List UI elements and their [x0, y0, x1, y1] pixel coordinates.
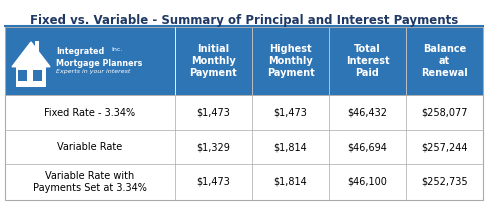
Text: $1,473: $1,473 — [197, 177, 230, 187]
Text: Balance
at
Renewal: Balance at Renewal — [421, 44, 468, 78]
Text: Initial
Monthly
Payment: Initial Monthly Payment — [190, 44, 237, 78]
Bar — [329, 27, 406, 95]
Bar — [35, 41, 40, 58]
Bar — [5, 27, 483, 200]
Text: $1,329: $1,329 — [197, 142, 230, 152]
Text: Fixed Rate - 3.34%: Fixed Rate - 3.34% — [44, 107, 136, 118]
Bar — [175, 27, 252, 95]
Text: $1,814: $1,814 — [274, 142, 307, 152]
Text: Total
Interest
Paid: Total Interest Paid — [346, 44, 389, 78]
Text: Integrated
Mortgage Planners: Integrated Mortgage Planners — [56, 47, 142, 68]
Text: $1,473: $1,473 — [197, 107, 230, 118]
Text: $258,077: $258,077 — [421, 107, 468, 118]
Bar — [252, 27, 329, 95]
Text: $1,814: $1,814 — [274, 177, 307, 187]
Text: $252,735: $252,735 — [421, 177, 468, 187]
Text: $46,432: $46,432 — [347, 107, 387, 118]
Bar — [18, 70, 27, 81]
Bar — [16, 67, 46, 87]
Polygon shape — [12, 42, 50, 67]
Text: $46,100: $46,100 — [347, 177, 387, 187]
Text: Fixed vs. Variable - Summary of Principal and Interest Payments: Fixed vs. Variable - Summary of Principa… — [30, 14, 458, 27]
Text: $46,694: $46,694 — [347, 142, 387, 152]
Text: Variable Rate: Variable Rate — [58, 142, 122, 152]
Text: Inc.: Inc. — [111, 47, 122, 52]
Bar — [406, 27, 483, 95]
Text: $257,244: $257,244 — [421, 142, 468, 152]
Text: $1,473: $1,473 — [274, 107, 307, 118]
Text: Variable Rate with
Payments Set at 3.34%: Variable Rate with Payments Set at 3.34% — [33, 171, 147, 193]
Text: Experts in your interest: Experts in your interest — [56, 68, 130, 74]
Bar — [33, 70, 42, 81]
Bar — [5, 27, 175, 95]
Text: Highest
Monthly
Payment: Highest Monthly Payment — [266, 44, 314, 78]
